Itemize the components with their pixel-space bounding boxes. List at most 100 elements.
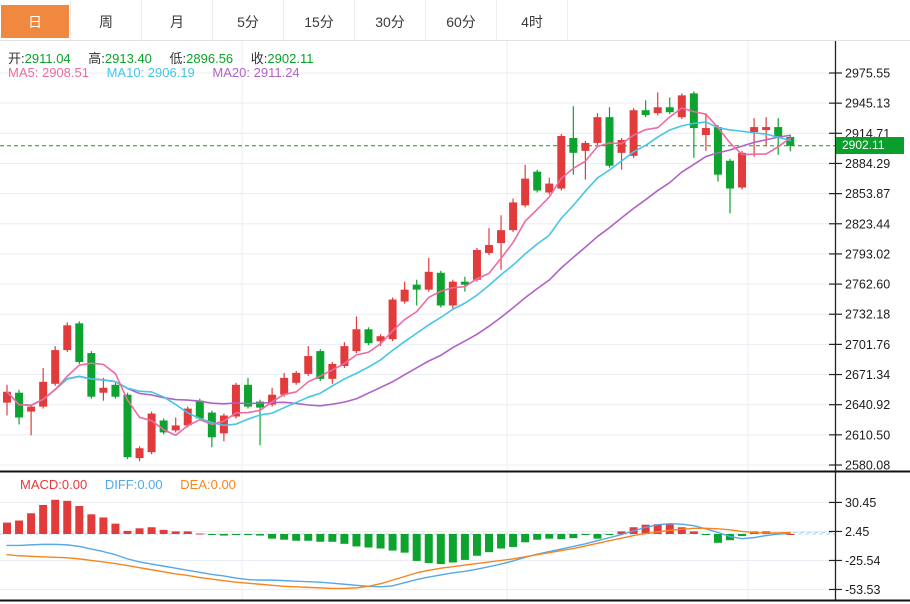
candle-body [328, 363, 337, 379]
candle-body [557, 135, 566, 189]
candle-body [400, 289, 409, 302]
tab-15min[interactable]: 15分 [284, 0, 355, 40]
macd-histogram-bar [605, 534, 614, 535]
macd-histogram-bar [545, 534, 554, 539]
candle-body [195, 400, 204, 419]
candle-body [509, 202, 518, 231]
macd-histogram-bar [304, 534, 313, 541]
candle-body [412, 284, 421, 290]
y-axis-tick-label: 2.45 [845, 525, 869, 539]
candle-body [292, 372, 301, 383]
macd-histogram-bar [207, 534, 216, 535]
ma5-line [6, 107, 792, 437]
candle-body [472, 249, 481, 280]
dea-line [6, 527, 791, 590]
macd-histogram-bar [268, 534, 277, 539]
tab-month-label: 月 [170, 13, 184, 30]
candle-body [219, 415, 228, 434]
tab-60min-label: 60分 [446, 13, 476, 30]
candle-body [171, 425, 180, 431]
macd-histogram-bar [280, 534, 289, 540]
macd-histogram-bar [256, 534, 265, 536]
y-axis-tick-label: -25.54 [845, 554, 880, 568]
candle-body [726, 160, 734, 189]
macd-histogram-bar [340, 534, 349, 544]
macd-histogram-bar [617, 531, 626, 534]
macd-histogram-bar [376, 534, 385, 549]
tab-4hour[interactable]: 4时 [497, 0, 568, 40]
macd-histogram-bar [135, 528, 144, 534]
macd-histogram-bar [244, 534, 252, 535]
y-axis-tick-label: -53.53 [845, 583, 880, 597]
macd-histogram-bar [424, 534, 433, 564]
candle-body [641, 110, 650, 116]
macd-histogram-bar [497, 534, 506, 549]
macd-histogram-bar [400, 534, 409, 553]
candle-body [593, 117, 602, 143]
macd-histogram-bar [436, 534, 445, 565]
tab-5min[interactable]: 5分 [213, 0, 284, 40]
y-axis-tick-label: 2732.18 [845, 308, 890, 322]
macd-histogram-bar [147, 527, 156, 534]
macd-histogram-bar [509, 534, 518, 547]
tab-week[interactable]: 周 [71, 0, 142, 40]
candle-body [376, 336, 385, 342]
y-axis-tick-label: 2580.08 [845, 459, 890, 473]
candle-body [774, 127, 783, 138]
candle-body [701, 128, 710, 136]
last-price-tag: 2902.11 [836, 137, 904, 154]
macd-histogram-bar [183, 531, 192, 534]
macd-histogram-bar [689, 531, 698, 534]
macd-histogram-bar [738, 534, 747, 537]
tab-60min[interactable]: 60分 [426, 0, 497, 40]
macd-histogram-bar [665, 524, 674, 534]
candle-body [27, 406, 36, 412]
candle-body [111, 384, 120, 397]
macd-histogram-bar [641, 524, 650, 534]
candle-body [581, 142, 590, 151]
candle-body [256, 401, 265, 408]
candle-body [159, 420, 168, 433]
candle-body [424, 271, 433, 290]
macd-histogram-bar [231, 534, 240, 535]
candle-body [63, 325, 72, 351]
macd-histogram-bar [51, 499, 60, 534]
candle-body [545, 183, 554, 193]
candle-body [244, 384, 252, 407]
ma10-line [6, 121, 792, 427]
macd-histogram-bar [472, 534, 481, 556]
y-axis-tick-label: 2793.02 [845, 247, 890, 261]
tab-30min[interactable]: 30分 [355, 0, 426, 40]
y-axis-tick-label: 30.45 [845, 496, 876, 510]
candle-body [51, 350, 60, 384]
macd-histogram-bar [99, 517, 108, 534]
y-axis-tick-label: 2610.50 [845, 428, 890, 442]
macd-histogram-bar [713, 534, 722, 543]
candle-body [147, 413, 156, 453]
candle-body [689, 93, 698, 129]
y-axis-tick-label: 2640.92 [845, 398, 890, 412]
candle-body [533, 171, 542, 191]
candle-body [485, 245, 493, 253]
macd-histogram-bar [3, 522, 11, 534]
tab-month[interactable]: 月 [142, 0, 213, 40]
macd-histogram-bar [352, 534, 361, 547]
candle-body [436, 272, 445, 306]
tab-day[interactable]: 日 [0, 0, 71, 40]
macd-histogram-bar [653, 524, 662, 534]
timeframe-tabbar: 日 周 月 5分 15分 30分 60分 4时 [0, 0, 910, 41]
macd-histogram-bar [593, 534, 602, 539]
macd-histogram-bar [316, 534, 325, 542]
y-axis-tick-label: 2701.76 [845, 338, 890, 352]
tab-5min-label: 5分 [237, 13, 259, 30]
macd-histogram-bar [171, 531, 180, 534]
macd-histogram-bar [39, 504, 48, 534]
candle-body [99, 387, 108, 393]
tab-30min-label: 30分 [375, 13, 405, 30]
candle-body [617, 139, 626, 153]
candle-body [762, 127, 771, 131]
y-axis-tick-label: 2671.34 [845, 368, 890, 382]
candle-body [268, 394, 277, 405]
